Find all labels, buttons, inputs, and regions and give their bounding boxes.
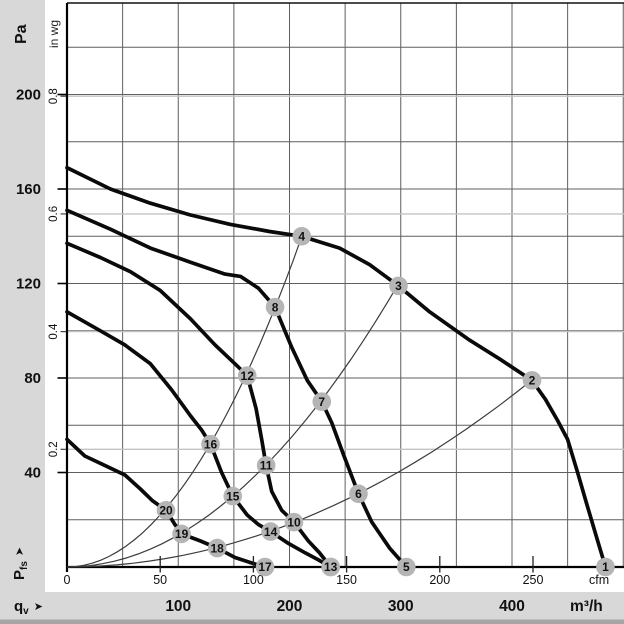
grid-layer [67,3,624,567]
svg-text:15: 15 [226,489,240,503]
y-axis-symbol: Pfs ➤ [11,547,30,580]
svg-text:18: 18 [211,541,225,555]
inwg-tick-label: 0.4 [48,323,60,340]
cfm-tick-label: 50 [153,573,167,587]
operating-point-13: 13 [321,557,340,577]
svg-text:11: 11 [260,459,273,473]
operating-point-4: 4 [292,226,312,246]
pa-tick-label: 200 [16,87,41,104]
svg-text:8: 8 [272,300,279,314]
left-margin-band [0,0,45,624]
operating-point-16: 16 [201,434,220,454]
operating-point-11: 11 [256,456,276,475]
svg-text:4: 4 [298,229,305,243]
y-axis-symbol-subscript: fs [19,561,30,570]
svg-text:6: 6 [355,487,362,501]
inwg-tick-label: 0.8 [48,88,60,104]
svg-text:20: 20 [159,504,173,518]
operating-point-2: 2 [522,371,542,390]
system-parabola-C [66,379,533,568]
operating-point-6: 6 [349,484,368,504]
fan-curve-2 [65,208,409,569]
operating-point-19: 19 [172,524,191,544]
flow-si-unit-label: m³/h [570,598,603,615]
operating-point-15: 15 [223,486,243,506]
tick-layer: 200 160 120 80 40 0.8 0.6 0.4 0.2 0 50 100 150 200 250… [16,87,544,616]
operating-point-7: 7 [312,392,332,411]
svg-text:5: 5 [403,560,410,574]
cfm-tick-label: 200 [429,573,450,587]
operating-point-5: 5 [397,557,416,577]
m3h-tick-label: 200 [277,598,303,615]
operating-point-14: 14 [261,522,280,541]
svg-text:3: 3 [395,279,402,293]
x-axis-symbol-subscript: v [23,606,29,617]
operating-point-10: 10 [284,512,304,532]
fan-curve-layer [65,165,608,569]
x-axis-arrow-icon: ➤ [34,601,43,613]
operating-point-12: 12 [237,366,257,385]
m3h-tick-label: 400 [499,598,525,615]
m3h-tick-label: 100 [165,598,191,615]
cfm-tick-label: 100 [243,573,264,587]
x-axis-symbol: qv ➤ [14,598,43,617]
pa-tick-label: 120 [16,276,41,293]
cfm-tick-label: 250 [523,573,544,587]
operating-point-layer: 4321876512111091615141320191817 [156,226,615,577]
bottom-edge-strip [0,619,624,624]
operating-point-8: 8 [265,297,285,317]
svg-text:2: 2 [529,374,536,388]
y-axis-symbol-main: P [11,570,28,580]
svg-text:14: 14 [264,525,278,539]
svg-text:12: 12 [241,369,255,383]
bottom-margin-band [0,592,624,624]
operating-point-3: 3 [389,276,408,296]
fan-curve-1 [65,165,608,569]
operating-point-18: 18 [207,538,227,558]
operating-point-20: 20 [156,501,176,520]
inwg-tick-label: 0.6 [48,206,60,222]
pa-tick-label: 40 [24,465,41,482]
svg-text:10: 10 [287,515,301,529]
svg-text:19: 19 [175,527,189,541]
x-axis-symbol-main: q [14,598,23,615]
flow-imperial-unit-label: cfm [589,573,609,587]
cfm-tick-label: 150 [336,573,357,587]
fan-curve-4 [65,310,333,569]
svg-text:17: 17 [258,560,272,574]
pressure-imperial-unit-label: in wg [47,20,61,48]
operating-point-17: 17 [255,557,275,577]
cfm-tick-label: 0 [64,573,71,587]
svg-text:7: 7 [318,395,325,409]
y-axis-arrow-icon: ➤ [14,547,26,556]
inwg-tick-label: 0.2 [48,441,60,457]
system-parabola-A [66,236,303,568]
pressure-si-unit-label: Pa [13,24,30,44]
m3h-tick-label: 300 [388,598,414,615]
pa-tick-label: 160 [16,181,41,198]
svg-text:13: 13 [324,560,338,574]
pa-tick-label: 80 [24,370,41,387]
svg-text:16: 16 [204,437,218,451]
operating-point-1: 1 [596,557,615,577]
svg-text:1: 1 [602,560,609,574]
